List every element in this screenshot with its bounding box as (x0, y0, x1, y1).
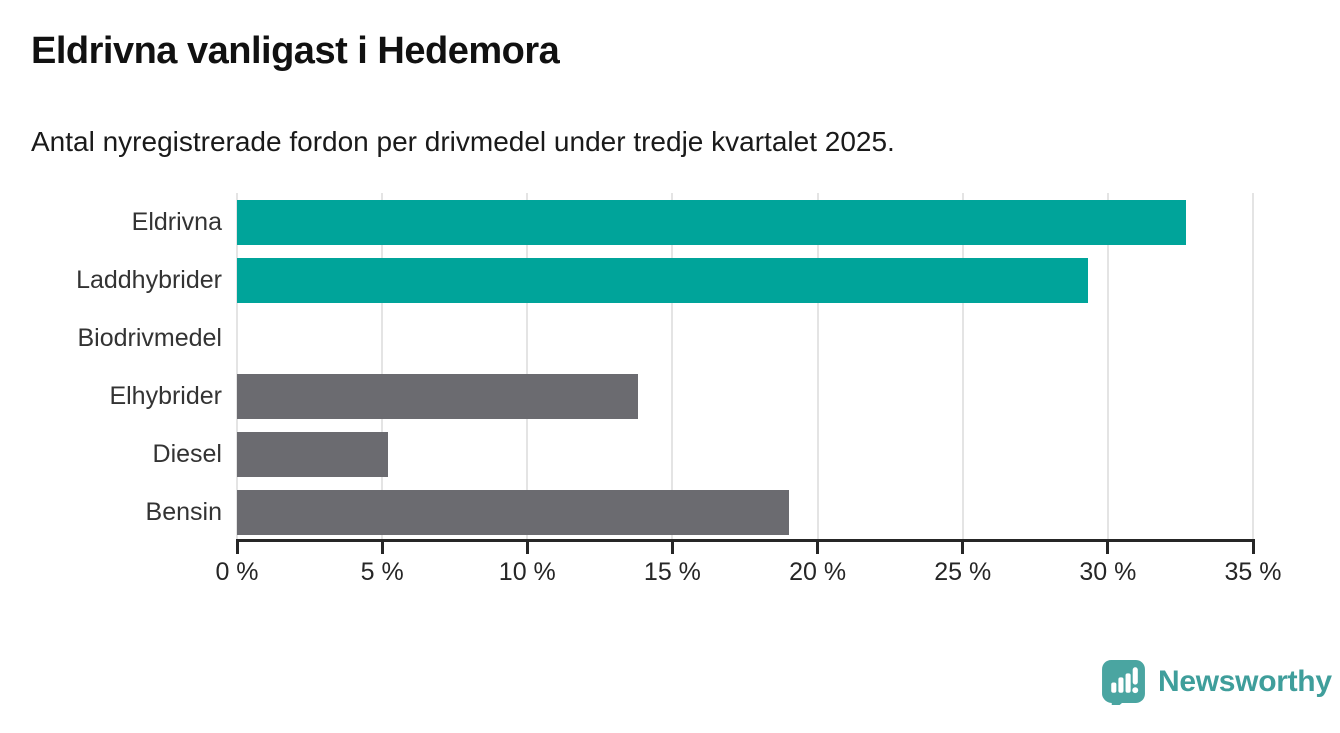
bar-bensin (237, 489, 789, 535)
x-axis-tick-mark (961, 541, 965, 554)
gridline (526, 193, 529, 541)
bar-elhybrider (237, 373, 638, 419)
gridline (381, 193, 384, 541)
gridline (816, 193, 819, 541)
category-label-elhybrider: Elhybrider (109, 381, 222, 410)
category-label-diesel: Diesel (152, 439, 222, 468)
newsworthy-logo-icon (1100, 658, 1147, 705)
chart-title: Eldrivna vanligast i Hedemora (31, 30, 560, 72)
x-axis-tick-mark (235, 541, 239, 554)
chart-subtitle: Antal nyregistrerade fordon per drivmede… (31, 126, 895, 157)
x-axis-tick-label: 5 % (360, 558, 404, 586)
category-label-bensin: Bensin (145, 497, 222, 526)
bar-eldrivna (237, 199, 1187, 245)
gridline (1106, 193, 1109, 541)
x-axis-tick-label: 30 % (1079, 558, 1137, 586)
x-axis: 0 % 5 % 10 % 15 % 20 % 25 % 30 % 35 % (215, 541, 1281, 593)
gridlines (236, 193, 1254, 541)
x-axis-tick-mark (670, 541, 674, 554)
bar-row (237, 251, 1253, 309)
category-label-biodrivmedel: Biodrivmedel (77, 323, 222, 352)
x-axis-tick-mark (1251, 541, 1255, 554)
category-label-laddhybrider: Laddhybrider (76, 265, 222, 294)
x-axis-tick-label: 10 % (498, 558, 556, 586)
gridline (961, 193, 964, 541)
x-axis-tick-label: 35 % (1224, 558, 1282, 586)
y-axis-category-labels: Eldrivna Laddhybrider Biodrivmedel Elhybrid… (0, 193, 222, 541)
gridline (671, 193, 674, 541)
x-axis-tick-mark (1106, 541, 1110, 554)
bar-laddhybrider (237, 257, 1088, 303)
brand-name: Newsworthy (1158, 664, 1332, 698)
bar-row (237, 193, 1253, 251)
bar-row (237, 309, 1253, 367)
x-axis-tick-mark (816, 541, 820, 554)
brand-footer: Newsworthy (1100, 658, 1332, 705)
x-axis-line (236, 539, 1255, 542)
bars (237, 193, 1253, 541)
x-axis-tick-mark (380, 541, 384, 554)
bar-diesel (237, 431, 388, 477)
plot-area (236, 193, 1254, 541)
bar-row (237, 367, 1253, 425)
x-axis-tick-label: 20 % (789, 558, 847, 586)
gridline (236, 193, 238, 541)
x-axis-tick-label: 15 % (643, 558, 701, 586)
bar-row (237, 483, 1253, 541)
x-axis-tick-mark (525, 541, 529, 554)
bar-row (237, 425, 1253, 483)
x-axis-tick-label: 0 % (215, 558, 259, 586)
category-label-eldrivna: Eldrivna (131, 207, 222, 236)
gridline (1252, 193, 1254, 541)
x-axis-tick-label: 25 % (934, 558, 992, 586)
